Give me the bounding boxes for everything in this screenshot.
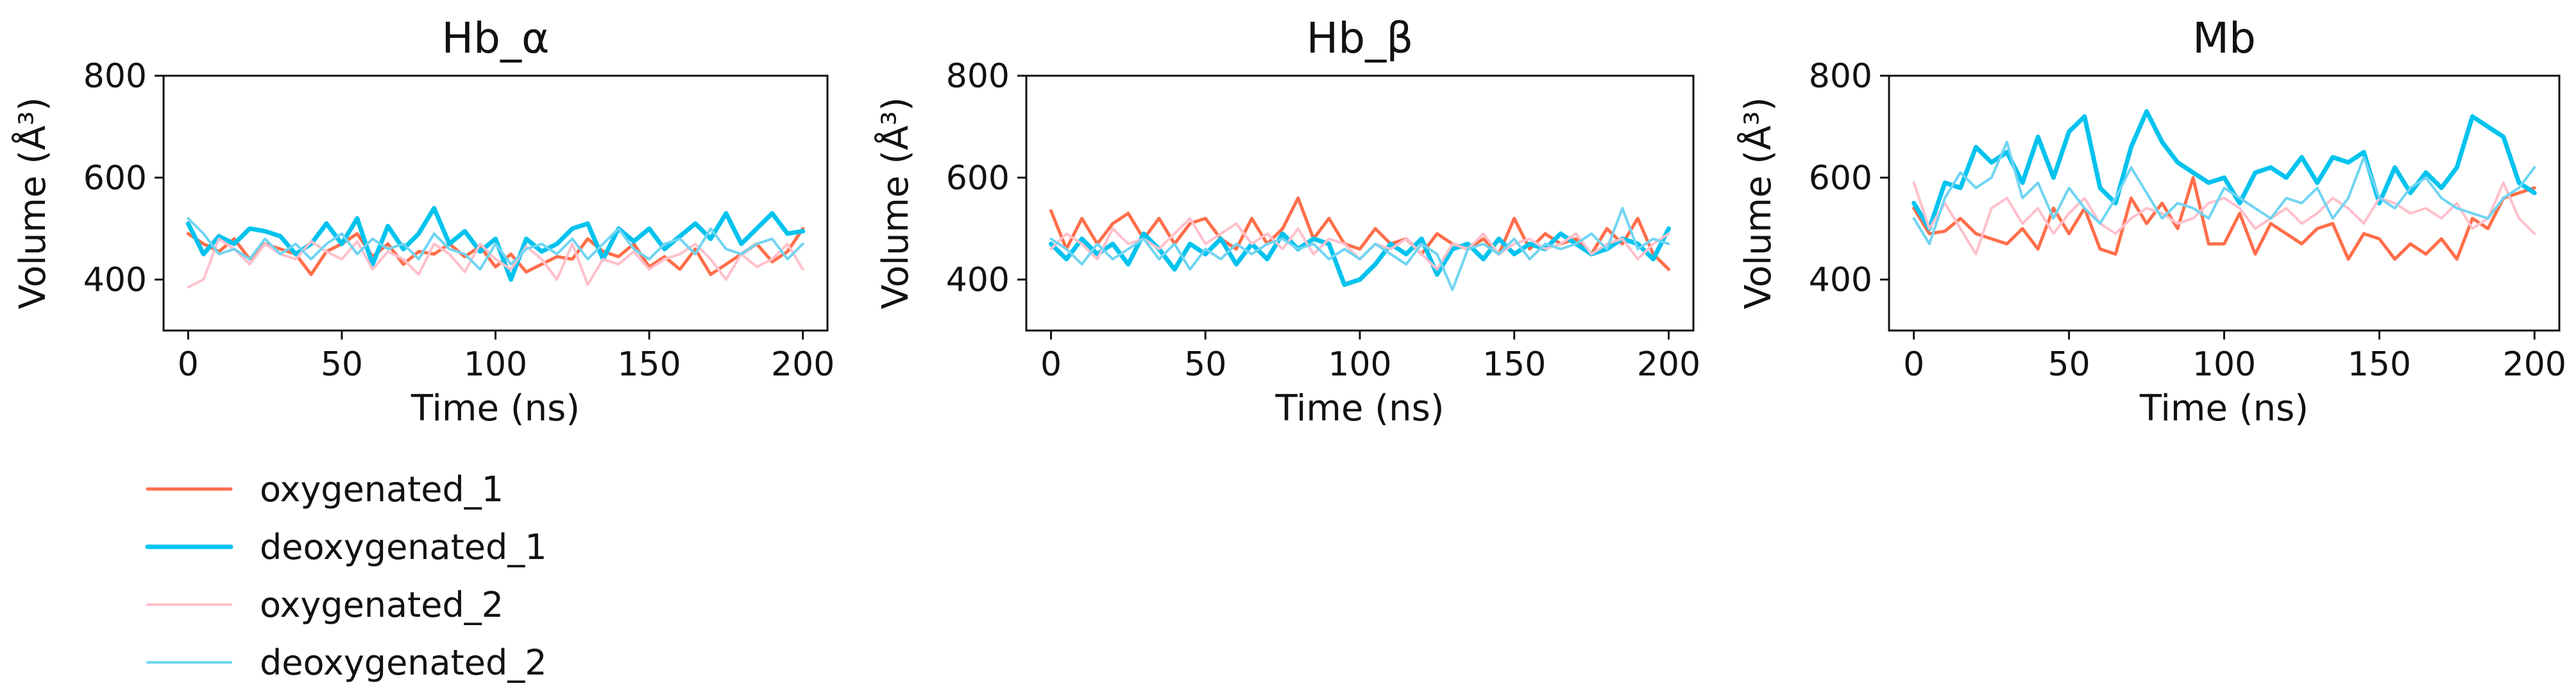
chart-panel-3: 0 50 100 150 200 400 600 800 Mb Time (ns) Volume (… <box>1737 13 2566 429</box>
x-tick-label: 50 <box>321 345 363 384</box>
series-line-deoxygenated-2 <box>1049 207 1670 291</box>
x-tick-label: 100 <box>2192 345 2256 384</box>
series-line-deoxygenated-2 <box>1912 141 2536 245</box>
chart-title: Hb_β <box>1307 13 1414 63</box>
y-tick-label: 400 <box>946 261 1010 300</box>
y-tick-label: 400 <box>83 261 147 300</box>
x-tick-label: 150 <box>617 345 681 384</box>
series-line-deoxygenated-1 <box>1911 109 2537 231</box>
y-tick-label: 800 <box>1809 57 1872 96</box>
y-axis-label: Volume (Å³) <box>1737 97 1779 309</box>
y-tick-label: 400 <box>1809 261 1872 300</box>
x-tick-label: 0 <box>1040 345 1062 384</box>
x-tick-label: 200 <box>1637 345 1700 384</box>
legend-item-deoxygenated-2: deoxygenated_2 <box>146 642 547 683</box>
plot-frame <box>1888 74 2561 332</box>
y-axis-label: Volume (Å³) <box>12 97 54 309</box>
x-tick-label: 100 <box>464 345 527 384</box>
legend: oxygenated_1 deoxygenated_1 oxygenated_2de… <box>145 469 547 683</box>
series-line-oxygenated-2 <box>1912 181 2536 255</box>
series-line-oxygenated-2 <box>187 237 804 289</box>
legend-item-oxygenated-2: oxygenated_2 <box>146 585 504 625</box>
y-axis-label: Volume (Å³) <box>874 97 917 309</box>
x-tick-label: 50 <box>2048 345 2090 384</box>
plot-frame <box>1025 74 1695 332</box>
y-tick-label: 600 <box>946 159 1010 198</box>
x-tick-label: 0 <box>1903 345 1924 384</box>
x-axis-label: Time (ns) <box>1275 388 1444 429</box>
x-tick-label: 150 <box>1482 345 1546 384</box>
x-tick-label: 100 <box>1328 345 1391 384</box>
legend-label: oxygenated_2 <box>260 585 504 625</box>
y-tick-label: 600 <box>1809 159 1872 198</box>
chart-panel-2: 0 50 100 150 200 400 600 800 Hb_β Time (ns) Volume… <box>874 13 1700 429</box>
legend-label: oxygenated_1 <box>260 469 504 510</box>
series-line-oxygenated-1 <box>1049 196 1670 271</box>
x-tick-label: 200 <box>2503 345 2566 384</box>
series-line-deoxygenated-2 <box>187 217 804 271</box>
plot-frame <box>162 74 829 332</box>
legend-item-oxygenated-1: oxygenated_1 <box>146 469 504 510</box>
x-axis-label: Time (ns) <box>411 388 580 429</box>
x-tick-label: 0 <box>178 345 199 384</box>
x-tick-label: 200 <box>771 345 835 384</box>
x-tick-label: 50 <box>1184 345 1226 384</box>
chart-panel-1: 0 50 100 150 200 400 600 800 Hb_α Time (ns) Volume… <box>12 13 835 429</box>
chart-panels: 0 50 100 150 200 400 600 800 Hb_α Time (ns) Volume… <box>12 13 2566 429</box>
x-tick-label: 150 <box>2348 345 2411 384</box>
y-tick-label: 800 <box>83 57 147 96</box>
chart-title: Hb_α <box>441 13 549 63</box>
x-axis-label: Time (ns) <box>2139 388 2309 429</box>
legend-label: deoxygenated_2 <box>260 642 547 683</box>
chart-title: Mb <box>2192 13 2256 63</box>
series-line-deoxygenated-1 <box>1049 226 1671 287</box>
y-tick-label: 600 <box>83 159 147 198</box>
legend-item-deoxygenated-1: deoxygenated_1 <box>145 527 547 567</box>
series-line-oxygenated-1 <box>1912 176 2536 261</box>
series-line-oxygenated-1 <box>186 227 805 277</box>
y-tick-label: 800 <box>946 57 1010 96</box>
legend-label: deoxygenated_1 <box>260 527 547 567</box>
